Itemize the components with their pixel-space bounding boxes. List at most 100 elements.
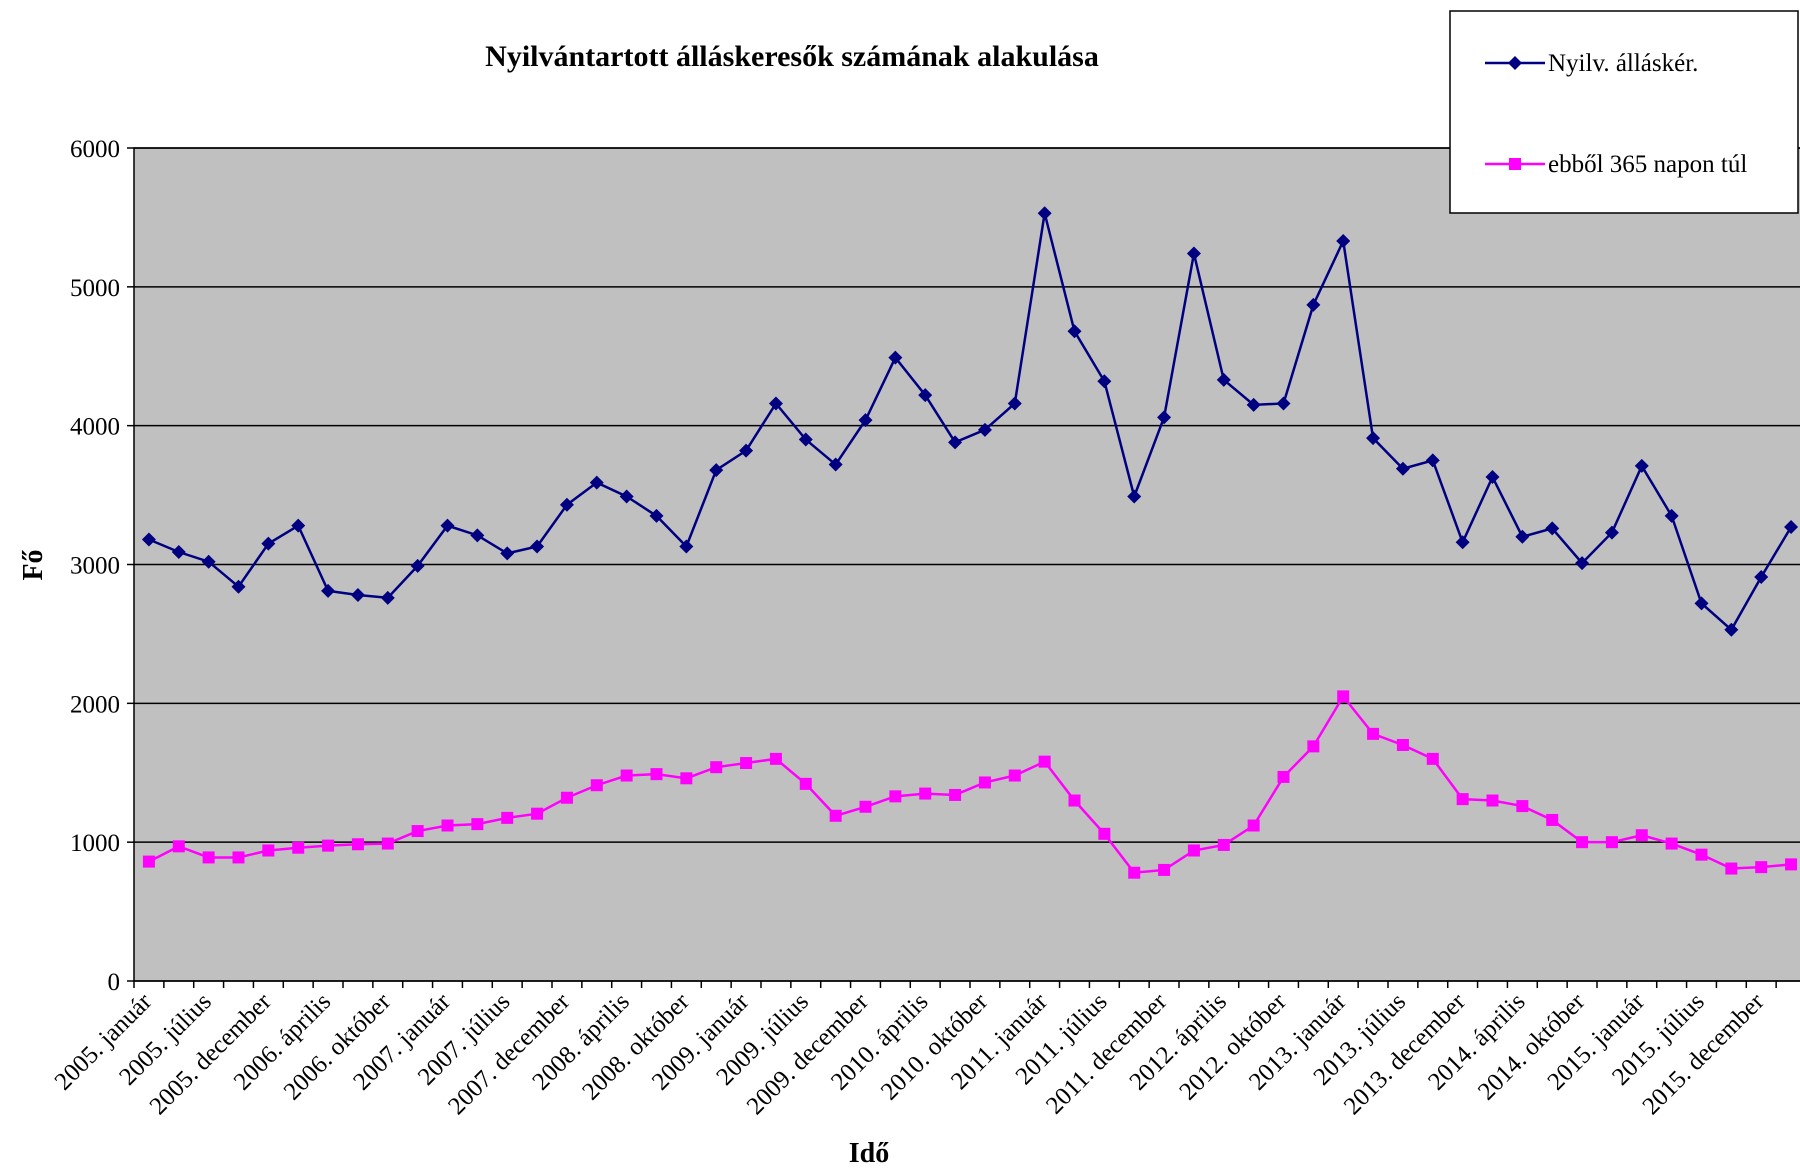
marker xyxy=(1486,794,1499,807)
marker xyxy=(620,769,633,782)
marker xyxy=(1337,690,1350,703)
marker xyxy=(1605,836,1618,849)
y-tick-label: 2000 xyxy=(70,691,120,718)
marker xyxy=(142,855,155,868)
marker xyxy=(1754,569,1769,584)
marker xyxy=(1725,862,1738,875)
marker xyxy=(859,800,872,813)
marker xyxy=(351,838,364,851)
marker xyxy=(1456,793,1469,806)
marker xyxy=(1665,837,1678,850)
marker xyxy=(589,475,604,490)
marker xyxy=(291,518,306,533)
marker xyxy=(1128,866,1141,879)
marker xyxy=(261,536,276,551)
marker xyxy=(1635,829,1648,842)
marker xyxy=(1575,556,1590,571)
marker xyxy=(171,545,186,560)
y-tick-label: 1000 xyxy=(70,830,120,857)
marker xyxy=(1604,525,1619,540)
marker xyxy=(530,539,545,554)
marker xyxy=(201,554,216,569)
marker xyxy=(1509,158,1521,170)
marker xyxy=(1068,794,1081,807)
y-tick-label: 6000 xyxy=(70,136,120,163)
legend-label: Nyilv. álláskér. xyxy=(1548,50,1698,77)
marker xyxy=(410,558,425,573)
marker xyxy=(1576,836,1589,849)
marker xyxy=(918,388,933,403)
marker xyxy=(292,841,305,854)
marker xyxy=(202,851,215,864)
marker xyxy=(650,768,663,781)
y-tick-label: 5000 xyxy=(70,275,120,302)
marker xyxy=(949,788,962,801)
marker xyxy=(1157,410,1172,425)
marker xyxy=(1508,56,1522,70)
marker xyxy=(1695,848,1708,861)
legend-box xyxy=(1449,10,1799,214)
marker xyxy=(1516,800,1529,813)
marker xyxy=(380,590,395,605)
chart-title: Nyilvántartott álláskeresők számának ala… xyxy=(485,40,1099,73)
marker xyxy=(1186,246,1201,261)
marker xyxy=(828,457,843,472)
marker xyxy=(768,396,783,411)
marker xyxy=(322,839,335,852)
marker xyxy=(350,588,365,603)
marker xyxy=(1246,397,1261,412)
marker xyxy=(1515,529,1530,544)
marker xyxy=(948,435,963,450)
marker xyxy=(679,539,694,554)
marker xyxy=(1664,508,1679,523)
marker xyxy=(1216,372,1231,387)
marker xyxy=(739,443,754,458)
marker xyxy=(1158,863,1171,876)
marker xyxy=(231,579,246,594)
marker xyxy=(858,413,873,428)
y-tick-label: 0 xyxy=(108,969,121,996)
y-tick-label: 4000 xyxy=(70,414,120,441)
marker xyxy=(1694,596,1709,611)
y-tick-label: 3000 xyxy=(70,553,120,580)
marker xyxy=(1545,521,1560,536)
marker xyxy=(1426,752,1439,765)
marker xyxy=(1455,535,1470,550)
marker xyxy=(1306,297,1321,312)
marker xyxy=(560,791,573,804)
marker xyxy=(1038,755,1051,768)
marker xyxy=(1127,489,1142,504)
marker xyxy=(1634,458,1649,473)
marker xyxy=(531,807,544,820)
marker xyxy=(889,790,902,803)
marker xyxy=(1396,738,1409,751)
series-line xyxy=(148,212,1793,632)
x-axis-label: Idő xyxy=(849,1138,889,1169)
marker xyxy=(1336,234,1351,249)
marker xyxy=(1067,324,1082,339)
marker xyxy=(1367,727,1380,740)
marker xyxy=(649,508,664,523)
marker xyxy=(1485,470,1500,485)
marker xyxy=(471,818,484,831)
marker xyxy=(1724,622,1739,637)
marker xyxy=(1366,431,1381,446)
marker xyxy=(1755,861,1768,874)
marker xyxy=(559,497,574,512)
marker xyxy=(1097,374,1112,389)
marker xyxy=(680,772,693,785)
marker xyxy=(1217,838,1230,851)
marker xyxy=(619,489,634,504)
marker xyxy=(1425,453,1440,468)
marker xyxy=(232,851,245,864)
marker xyxy=(440,518,455,533)
marker xyxy=(1395,461,1410,476)
marker xyxy=(1277,770,1290,783)
marker xyxy=(798,432,813,447)
marker xyxy=(321,583,336,598)
marker xyxy=(1307,740,1320,753)
y-axis-label: Fő xyxy=(18,549,49,580)
marker xyxy=(1007,396,1022,411)
marker xyxy=(1784,520,1799,535)
